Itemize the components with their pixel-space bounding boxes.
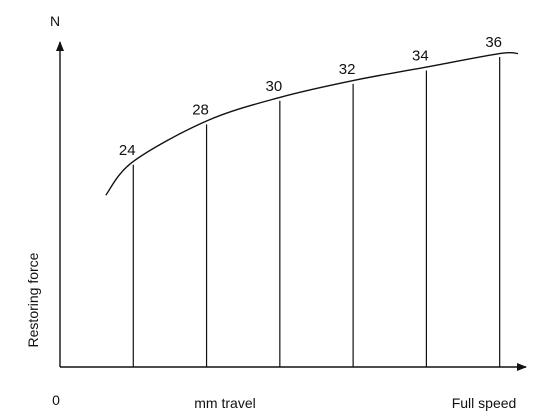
travel-marker-label: 34 [412, 47, 429, 64]
y-unit-label: N [50, 13, 60, 29]
travel-marker-label: 36 [485, 34, 502, 51]
travel-marker-label: 28 [192, 101, 209, 118]
travel-marker-label: 24 [119, 142, 136, 159]
y-axis-label: Restoring force [25, 252, 41, 347]
travel-marker-label: 32 [339, 61, 356, 78]
x-axis-label: mm travel [194, 395, 255, 411]
travel-marker-label: 30 [265, 78, 282, 95]
origin-label: 0 [52, 392, 60, 408]
travel-markers: 24 28 30 32 34 36 [119, 34, 502, 367]
x-end-label: Full speed [452, 395, 517, 411]
force-curve [105, 51, 519, 196]
